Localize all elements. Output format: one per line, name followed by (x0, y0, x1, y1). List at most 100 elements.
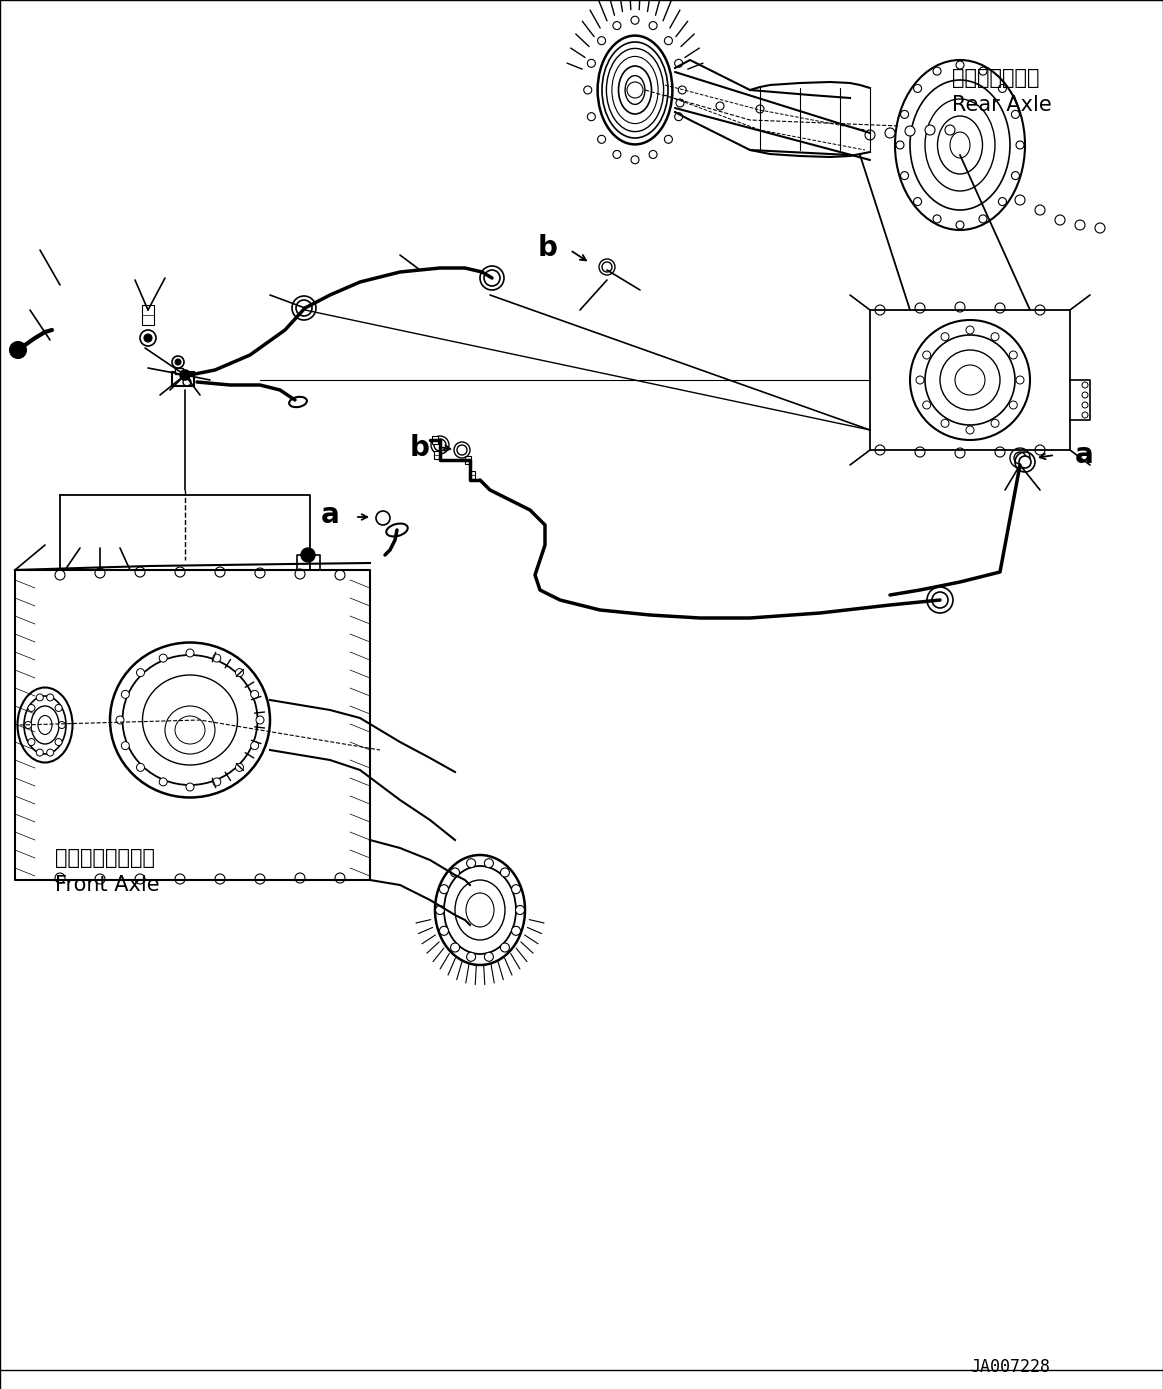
Circle shape (966, 326, 973, 333)
Circle shape (941, 419, 949, 428)
Circle shape (295, 569, 305, 579)
Circle shape (440, 885, 449, 893)
Circle shape (376, 511, 390, 525)
Text: Rear Axle: Rear Axle (952, 94, 1051, 115)
Circle shape (875, 444, 885, 456)
Circle shape (956, 61, 964, 69)
Circle shape (613, 150, 621, 158)
Circle shape (598, 135, 606, 143)
Circle shape (466, 953, 476, 961)
Text: a: a (321, 501, 340, 529)
Circle shape (649, 150, 657, 158)
Circle shape (255, 568, 265, 578)
Circle shape (335, 569, 345, 581)
Text: a: a (1075, 440, 1093, 469)
Circle shape (922, 401, 930, 408)
Circle shape (632, 17, 638, 24)
Circle shape (1012, 172, 1020, 179)
Circle shape (1016, 142, 1023, 149)
Circle shape (905, 126, 915, 136)
Circle shape (1082, 392, 1089, 399)
Circle shape (1055, 215, 1065, 225)
Circle shape (335, 874, 345, 883)
Text: b: b (411, 433, 430, 463)
Circle shape (1035, 306, 1046, 315)
Bar (465, 456, 471, 464)
Circle shape (1082, 382, 1089, 388)
Circle shape (996, 447, 1005, 457)
Circle shape (186, 783, 194, 790)
Bar (431, 436, 438, 444)
Circle shape (213, 778, 221, 786)
Circle shape (1035, 444, 1046, 456)
Circle shape (1035, 206, 1046, 215)
Circle shape (675, 113, 683, 121)
Circle shape (159, 778, 167, 786)
Circle shape (632, 156, 638, 164)
Circle shape (466, 858, 476, 868)
Circle shape (235, 668, 243, 676)
Circle shape (55, 739, 62, 746)
Circle shape (991, 419, 999, 428)
Circle shape (933, 67, 941, 75)
Text: JA007228: JA007228 (970, 1358, 1050, 1376)
Circle shape (979, 215, 987, 222)
Circle shape (121, 690, 129, 699)
Circle shape (174, 358, 181, 365)
Circle shape (186, 649, 194, 657)
Circle shape (256, 715, 264, 724)
Circle shape (144, 333, 152, 342)
Text: b: b (538, 233, 558, 263)
Circle shape (664, 135, 672, 143)
Circle shape (955, 301, 965, 313)
Circle shape (297, 300, 312, 317)
Circle shape (1082, 401, 1089, 408)
Bar (434, 451, 440, 458)
Circle shape (251, 690, 258, 699)
Circle shape (996, 303, 1005, 313)
Circle shape (58, 721, 65, 728)
Circle shape (136, 764, 144, 771)
Circle shape (914, 85, 921, 93)
Circle shape (24, 721, 31, 728)
Circle shape (174, 874, 185, 883)
Circle shape (915, 447, 925, 457)
Circle shape (678, 86, 686, 94)
Circle shape (512, 885, 521, 893)
Circle shape (180, 369, 190, 381)
Circle shape (998, 85, 1006, 93)
Circle shape (135, 874, 145, 883)
Circle shape (55, 874, 65, 883)
Circle shape (676, 99, 684, 107)
Circle shape (215, 567, 224, 576)
Circle shape (602, 263, 612, 272)
Circle shape (512, 926, 521, 935)
Text: フロントアクスル: フロントアクスル (55, 849, 155, 868)
Circle shape (1019, 456, 1032, 468)
Circle shape (28, 704, 35, 711)
Circle shape (174, 567, 185, 576)
Circle shape (213, 654, 221, 663)
Circle shape (515, 906, 525, 914)
Circle shape (675, 60, 683, 67)
Circle shape (484, 269, 500, 286)
Circle shape (584, 86, 592, 94)
Circle shape (932, 592, 948, 608)
Bar (172, 372, 194, 386)
Bar (469, 471, 475, 479)
Bar (174, 368, 183, 374)
Circle shape (979, 67, 987, 75)
Circle shape (1075, 219, 1085, 231)
Circle shape (434, 439, 445, 451)
Circle shape (922, 351, 930, 358)
Circle shape (28, 739, 35, 746)
Circle shape (613, 22, 621, 29)
Circle shape (450, 868, 459, 876)
Text: リヤーアクスル: リヤーアクスル (952, 68, 1040, 88)
Text: Front Axle: Front Axle (55, 875, 159, 895)
Circle shape (933, 215, 941, 222)
Circle shape (136, 668, 144, 676)
Circle shape (485, 953, 493, 961)
Circle shape (946, 125, 955, 135)
Circle shape (36, 694, 43, 701)
